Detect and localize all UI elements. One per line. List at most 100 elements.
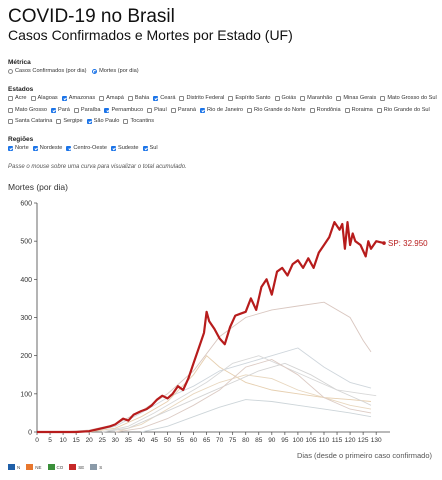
state-checkbox-rio-de-janeiro[interactable]: Rio de Janeiro bbox=[199, 107, 243, 113]
checkbox-icon[interactable] bbox=[56, 118, 62, 124]
region-checkbox-label: Sudeste bbox=[117, 145, 139, 151]
checkbox-icon[interactable] bbox=[170, 107, 176, 113]
legend-swatch bbox=[90, 464, 98, 470]
checkbox-checked-icon[interactable] bbox=[142, 145, 148, 151]
x-tick-label: 75 bbox=[229, 437, 237, 444]
state-checkbox-label: Mato Grosso bbox=[15, 107, 48, 113]
checkbox-checked-icon[interactable] bbox=[199, 107, 205, 113]
state-checkbox-sao-paulo[interactable]: São Paulo bbox=[86, 118, 119, 124]
checkbox-icon[interactable] bbox=[127, 95, 133, 101]
legend-item-s: S bbox=[90, 464, 102, 470]
state-checkbox-distrito-federal[interactable]: Distrito Federal bbox=[179, 95, 224, 101]
checkbox-checked-icon[interactable] bbox=[153, 95, 159, 101]
region-checkbox-sudeste[interactable]: Sudeste bbox=[110, 145, 139, 151]
state-checkbox-espirito-santo[interactable]: Espírito Santo bbox=[228, 95, 271, 101]
state-checkbox-tocantins[interactable]: Tocantins bbox=[123, 118, 154, 124]
state-series-line[interactable] bbox=[102, 355, 377, 433]
region-checkbox-nordeste[interactable]: Nordeste bbox=[32, 145, 62, 151]
region-checkbox-norte[interactable]: Norte bbox=[8, 145, 29, 151]
checkbox-icon[interactable] bbox=[336, 95, 342, 101]
y-tick-label: 0 bbox=[28, 430, 32, 437]
checkbox-icon[interactable] bbox=[274, 95, 280, 101]
x-tick-label: 115 bbox=[332, 437, 343, 444]
checkbox-checked-icon[interactable] bbox=[61, 95, 67, 101]
checkbox-checked-icon[interactable] bbox=[86, 118, 92, 124]
checkbox-checked-icon[interactable] bbox=[8, 145, 13, 151]
legend-swatch bbox=[47, 464, 55, 470]
checkbox-icon[interactable] bbox=[309, 107, 315, 113]
state-checkbox-pernambuco[interactable]: Pernambuco bbox=[104, 107, 143, 113]
state-series-line[interactable] bbox=[115, 374, 372, 433]
sp-series-line[interactable] bbox=[37, 221, 385, 434]
state-checkbox-santa-catarina[interactable]: Santa Catarina bbox=[8, 118, 52, 124]
state-checkbox-label: Pará bbox=[58, 107, 70, 113]
x-tick-label: 80 bbox=[242, 437, 250, 444]
checkbox-icon[interactable] bbox=[300, 95, 306, 101]
checkbox-checked-icon[interactable] bbox=[104, 107, 110, 113]
state-checkbox-rio-grande-do-sul[interactable]: Rio Grande do Sul bbox=[376, 107, 430, 113]
state-checkbox-mato-grosso[interactable]: Mato Grosso bbox=[8, 107, 47, 113]
state-checkbox-rondonia[interactable]: Rondônia bbox=[309, 107, 341, 113]
checkbox-checked-icon[interactable] bbox=[110, 145, 116, 151]
checkbox-icon[interactable] bbox=[8, 107, 13, 113]
state-checkbox-bahia[interactable]: Bahia bbox=[127, 95, 149, 101]
state-checkbox-acre[interactable]: Acre bbox=[8, 95, 27, 101]
state-checkbox-paraiba[interactable]: Paraíba bbox=[73, 107, 100, 113]
state-checkbox-para[interactable]: Pará bbox=[51, 107, 70, 113]
checkbox-icon[interactable] bbox=[380, 95, 386, 101]
x-tick-label: 10 bbox=[59, 437, 67, 444]
state-checkbox-alagoas[interactable]: Alagoas bbox=[30, 95, 58, 101]
state-series-line[interactable] bbox=[141, 399, 372, 433]
x-tick-label: 20 bbox=[86, 437, 94, 444]
state-checkbox-goias[interactable]: Goiás bbox=[274, 95, 296, 101]
state-checkbox-amazonas[interactable]: Amazonas bbox=[61, 95, 95, 101]
state-checkbox-parana[interactable]: Paraná bbox=[170, 107, 196, 113]
state-series-line[interactable] bbox=[115, 359, 372, 433]
state-checkbox-label: Amapá bbox=[106, 95, 124, 101]
legend-swatch bbox=[69, 464, 77, 470]
state-series-line[interactable] bbox=[89, 347, 372, 433]
checkbox-icon[interactable] bbox=[8, 95, 13, 101]
checkbox-icon[interactable] bbox=[8, 118, 13, 124]
state-checkbox-label: Espírito Santo bbox=[235, 95, 271, 101]
state-checkbox-label: Rondônia bbox=[316, 107, 341, 113]
legend-label: S bbox=[99, 464, 103, 470]
checkbox-icon[interactable] bbox=[73, 107, 79, 113]
checkbox-icon[interactable] bbox=[247, 107, 253, 113]
x-tick-label: 95 bbox=[281, 437, 289, 444]
checkbox-icon[interactable] bbox=[99, 95, 105, 101]
state-checkbox-piaui[interactable]: Piauí bbox=[147, 107, 167, 113]
x-tick-label: 70 bbox=[216, 437, 224, 444]
region-checkbox-centro-oeste[interactable]: Centro-Oeste bbox=[66, 145, 107, 151]
state-series-line[interactable] bbox=[102, 362, 372, 433]
state-checkbox-mato-grosso-do-sul[interactable]: Mato Grosso do Sul bbox=[380, 95, 437, 101]
metric-option-cases[interactable]: Casos Confirmados (por dia) bbox=[8, 68, 87, 74]
state-checkbox-minas-gerais[interactable]: Minas Gerais bbox=[336, 95, 376, 101]
regions-heading: Regiões bbox=[8, 136, 34, 143]
checkbox-icon[interactable] bbox=[30, 95, 36, 101]
checkbox-checked-icon[interactable] bbox=[66, 145, 72, 151]
radio-selected-icon[interactable] bbox=[92, 68, 98, 74]
state-checkbox-maranhao[interactable]: Maranhão bbox=[300, 95, 332, 101]
state-checkbox-ceara[interactable]: Ceará bbox=[153, 95, 175, 101]
checkbox-icon[interactable] bbox=[147, 107, 153, 113]
checkbox-icon[interactable] bbox=[123, 118, 129, 124]
checkbox-icon[interactable] bbox=[179, 95, 185, 101]
checkbox-icon[interactable] bbox=[228, 95, 234, 101]
radio-icon[interactable] bbox=[8, 68, 13, 74]
state-checkbox-roraima[interactable]: Roraima bbox=[344, 107, 373, 113]
state-checkbox-rio-grande-do-norte[interactable]: Rio Grande do Norte bbox=[247, 107, 306, 113]
region-checkbox-label: Sul bbox=[149, 145, 158, 151]
state-checkbox-sergipe[interactable]: Sergipe bbox=[56, 118, 83, 124]
state-checkbox-label: Acre bbox=[15, 95, 27, 101]
checkbox-checked-icon[interactable] bbox=[51, 107, 57, 113]
metric-heading: Métrica bbox=[8, 59, 31, 66]
metric-option-deaths[interactable]: Mortes (por dia) bbox=[92, 68, 139, 74]
state-series-line[interactable] bbox=[89, 355, 372, 433]
checkbox-icon[interactable] bbox=[344, 107, 350, 113]
region-checkbox-sul[interactable]: Sul bbox=[142, 145, 158, 151]
state-checkbox-amapa[interactable]: Amapá bbox=[99, 95, 124, 101]
checkbox-icon[interactable] bbox=[376, 107, 382, 113]
checkbox-checked-icon[interactable] bbox=[32, 145, 38, 151]
